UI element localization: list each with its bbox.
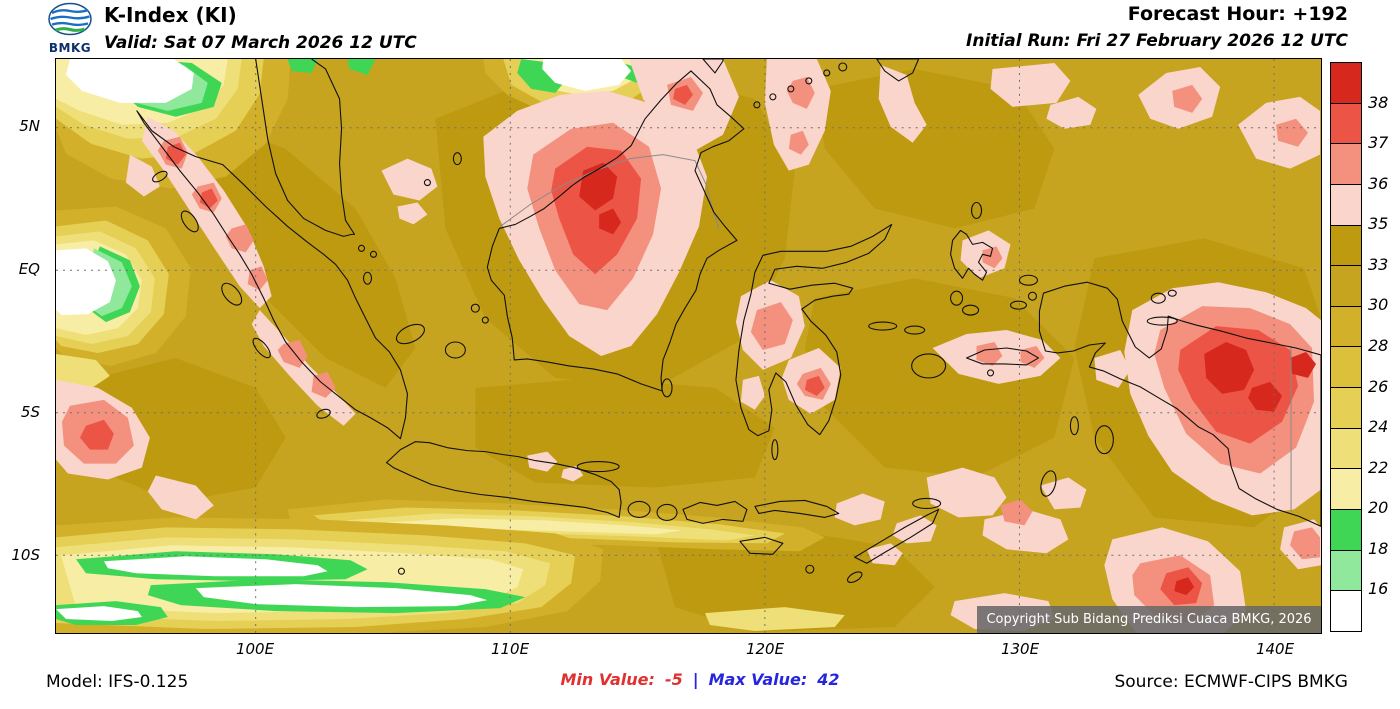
colorbar-tick-label: 30 (1368, 295, 1389, 315)
colorbar-tick-label: 38 (1368, 92, 1389, 112)
colorbar-segment (1331, 590, 1361, 631)
gridlines (56, 59, 1321, 633)
colorbar-segment (1331, 387, 1361, 428)
longitude-axis: 100E 110E 120E 130E 140E (55, 640, 1322, 660)
colorbar-segment (1331, 143, 1361, 184)
colorbar-tick-label: 24 (1368, 417, 1389, 437)
latitude-tick-label: 5N (19, 117, 40, 135)
colorbar-tick-label: 26 (1368, 376, 1389, 396)
page-title: K-Index (KI) (104, 3, 237, 27)
colorbar-tick-label: 36 (1368, 173, 1389, 193)
colorbar-segment (1331, 265, 1361, 306)
latitude-tick-label: EQ (18, 260, 40, 278)
colorbar-tick-label: 16 (1368, 579, 1389, 599)
max-value-label: Max Value: (708, 670, 808, 689)
colorbar-tick-label: 35 (1368, 214, 1389, 234)
longitude-tick-label: 130E (1000, 640, 1040, 658)
colorbar-segment (1331, 305, 1361, 347)
colorbar-segment (1331, 102, 1361, 144)
model-label: Model: IFS-0.125 (46, 672, 189, 692)
bmkg-logo-icon (48, 2, 92, 36)
forecast-hour: Forecast Hour: +192 (1127, 3, 1348, 25)
header-titles: K-Index (KI) Valid: Sat 07 March 2026 12… (104, 3, 417, 53)
longitude-tick-label: 100E (235, 640, 275, 658)
colorbar-tick-label: 20 (1368, 498, 1389, 518)
latitude-tick-label: 5S (20, 403, 40, 421)
max-value: 42 (817, 670, 840, 689)
longitude-tick-label: 120E (745, 640, 785, 658)
latitude-axis: 5N EQ 5S 10S (0, 58, 48, 634)
colorbar-tick-label: 18 (1368, 538, 1389, 558)
footer: Model: IFS-0.125 Min Value: -5 | Max Value:… (0, 668, 1400, 698)
min-value-label: Min Value: (560, 670, 655, 689)
colorbar-tick-label: 33 (1368, 254, 1389, 274)
longitude-tick-label: 110E (490, 640, 530, 658)
field-low-clusters (56, 59, 845, 633)
colorbar-tick-label: 28 (1368, 336, 1389, 355)
country-borders (500, 154, 1292, 512)
colorbar-segment (1331, 509, 1361, 550)
min-value: -5 (664, 670, 683, 689)
bmkg-logo: BMKG (44, 2, 96, 55)
copyright-overlay: Copyright Sub Bidang Prediksi Cuaca BMKG… (977, 606, 1321, 633)
initial-run: Initial Run: Fri 27 February 2026 12 UTC (966, 31, 1348, 51)
map-frame: Copyright Sub Bidang Prediksi Cuaca BMKG… (55, 58, 1322, 634)
colorbar-segment (1331, 183, 1361, 225)
source-label: Source: ECMWF-CIPS BMKG (1114, 672, 1348, 692)
colorbar-segment (1331, 427, 1361, 469)
field-red (79, 84, 1299, 606)
bmkg-logo-label: BMKG (48, 41, 92, 55)
latitude-tick-label: 10S (11, 546, 40, 564)
colorbar (1330, 62, 1362, 632)
colorbar-segment (1331, 346, 1361, 388)
minmax-separator: | (692, 670, 699, 689)
colorbar-segment (1331, 224, 1361, 266)
colorbar-segment (1331, 63, 1361, 103)
colorbar-segment (1331, 549, 1361, 591)
colorbar-labels: 38 37 36 35 33 30 28 26 24 22 20 18 16 (1368, 62, 1400, 630)
longitude-tick-label: 140E (1255, 640, 1295, 658)
colorbar-segment (1331, 468, 1361, 510)
minmax-values: Min Value: -5 | Max Value: 42 (561, 670, 840, 689)
coastlines (136, 59, 1321, 584)
colorbar-tick-label: 37 (1368, 133, 1389, 153)
header-right: Forecast Hour: +192 Initial Run: Fri 27 … (966, 3, 1348, 51)
colorbar-tick-label: 22 (1368, 457, 1389, 477)
ki-field-map (56, 59, 1321, 633)
valid-time: Valid: Sat 07 March 2026 12 UTC (104, 33, 417, 53)
